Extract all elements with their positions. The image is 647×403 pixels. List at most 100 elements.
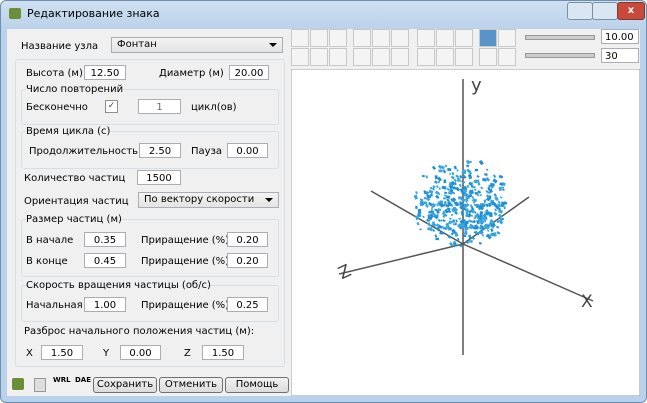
particle bbox=[432, 229, 436, 232]
particle bbox=[430, 187, 432, 190]
cancel-button[interactable]: Отменить bbox=[159, 377, 223, 393]
input[interactable]: 12.50 bbox=[84, 65, 126, 80]
tool-button[interactable] bbox=[479, 29, 497, 47]
tool-button[interactable] bbox=[391, 29, 409, 47]
label: В конце bbox=[26, 256, 68, 267]
input[interactable]: 1500 bbox=[137, 170, 181, 185]
minimize-button[interactable] bbox=[567, 2, 593, 20]
tool-button[interactable] bbox=[498, 48, 516, 66]
input[interactable]: 0.20 bbox=[227, 253, 268, 268]
particle bbox=[471, 220, 474, 223]
tool-button[interactable] bbox=[436, 29, 454, 47]
tool-button[interactable] bbox=[479, 48, 497, 66]
input[interactable]: 0.20 bbox=[227, 232, 268, 247]
particle bbox=[452, 241, 457, 247]
tool-button[interactable] bbox=[329, 48, 347, 66]
tool-button[interactable] bbox=[417, 48, 435, 66]
tool-button[interactable] bbox=[310, 48, 328, 66]
particle bbox=[426, 218, 430, 222]
export-dae[interactable]: DAE bbox=[75, 376, 92, 384]
particle bbox=[435, 194, 440, 200]
group bbox=[21, 131, 279, 169]
zoom-input[interactable]: 10.00 bbox=[601, 29, 639, 44]
particle bbox=[498, 186, 502, 192]
particle bbox=[483, 199, 487, 204]
tool-button[interactable] bbox=[372, 48, 390, 66]
tool-icon[interactable] bbox=[12, 378, 24, 390]
input[interactable]: 0.00 bbox=[120, 345, 161, 360]
particle bbox=[442, 215, 446, 219]
tool-button[interactable] bbox=[455, 29, 473, 47]
maximize-button[interactable] bbox=[592, 2, 618, 20]
save-button[interactable]: Сохранить bbox=[93, 377, 157, 393]
label: Диаметр (м) bbox=[159, 68, 224, 79]
label: В начале bbox=[26, 235, 74, 246]
tool-button[interactable] bbox=[372, 29, 390, 47]
node-dropdown[interactable]: Фонтан bbox=[111, 37, 283, 53]
tool-button[interactable] bbox=[417, 29, 435, 47]
particle bbox=[436, 213, 439, 217]
particle bbox=[477, 215, 481, 219]
particle bbox=[493, 193, 497, 197]
tool-button[interactable] bbox=[329, 29, 347, 47]
slider[interactable] bbox=[525, 35, 595, 40]
particle bbox=[481, 233, 485, 237]
count-input[interactable]: 30 bbox=[601, 48, 639, 63]
checkbox[interactable]: ✓ bbox=[105, 100, 118, 113]
particle bbox=[436, 226, 441, 232]
close-button[interactable]: x bbox=[617, 2, 645, 20]
tool-icon[interactable] bbox=[34, 378, 46, 392]
input[interactable]: 1.00 bbox=[84, 297, 126, 312]
particle bbox=[445, 203, 450, 208]
export-wrl[interactable]: WRL bbox=[53, 376, 71, 384]
tool-button[interactable] bbox=[436, 48, 454, 66]
input[interactable]: 0.35 bbox=[84, 232, 126, 247]
tool-button[interactable] bbox=[391, 48, 409, 66]
particle bbox=[495, 225, 500, 229]
input[interactable]: 0.25 bbox=[227, 297, 268, 312]
particle bbox=[450, 175, 455, 180]
orientation-dropdown[interactable]: По вектору скорости bbox=[138, 192, 279, 208]
input[interactable]: 20.00 bbox=[229, 65, 269, 80]
tool-button[interactable] bbox=[353, 48, 371, 66]
particle bbox=[442, 219, 446, 223]
particle bbox=[448, 220, 453, 224]
particle bbox=[471, 224, 475, 228]
particle bbox=[451, 172, 455, 176]
particle bbox=[429, 213, 434, 219]
input[interactable]: 1 bbox=[138, 99, 181, 114]
particle bbox=[460, 211, 465, 216]
tool-button[interactable] bbox=[310, 29, 328, 47]
particle bbox=[479, 218, 485, 224]
help-button[interactable]: Помощь bbox=[225, 377, 289, 393]
particle bbox=[486, 229, 490, 233]
particle bbox=[501, 186, 505, 189]
particle bbox=[484, 172, 488, 176]
particle bbox=[464, 228, 467, 232]
label: Приращение (%) bbox=[141, 300, 230, 311]
label: Начальная bbox=[26, 300, 83, 311]
slider[interactable] bbox=[525, 53, 595, 58]
input[interactable]: 0.45 bbox=[84, 253, 126, 268]
input[interactable]: 1.50 bbox=[41, 345, 83, 360]
input[interactable]: 0.00 bbox=[227, 143, 268, 158]
particle bbox=[437, 164, 443, 170]
tool-button[interactable] bbox=[291, 48, 309, 66]
tool-button[interactable] bbox=[498, 29, 516, 47]
particle bbox=[478, 159, 484, 166]
tool-button[interactable] bbox=[455, 48, 473, 66]
particle bbox=[499, 196, 503, 199]
particle bbox=[479, 211, 484, 214]
input[interactable]: 1.50 bbox=[202, 345, 244, 360]
particle bbox=[469, 240, 473, 243]
particle bbox=[427, 215, 433, 221]
input[interactable]: 2.50 bbox=[139, 143, 181, 158]
tool-button[interactable] bbox=[353, 29, 371, 47]
tool-button[interactable] bbox=[291, 29, 309, 47]
particle bbox=[465, 208, 469, 213]
particle bbox=[439, 200, 444, 204]
particle bbox=[453, 165, 457, 170]
particle bbox=[471, 209, 475, 214]
particle bbox=[485, 194, 490, 199]
